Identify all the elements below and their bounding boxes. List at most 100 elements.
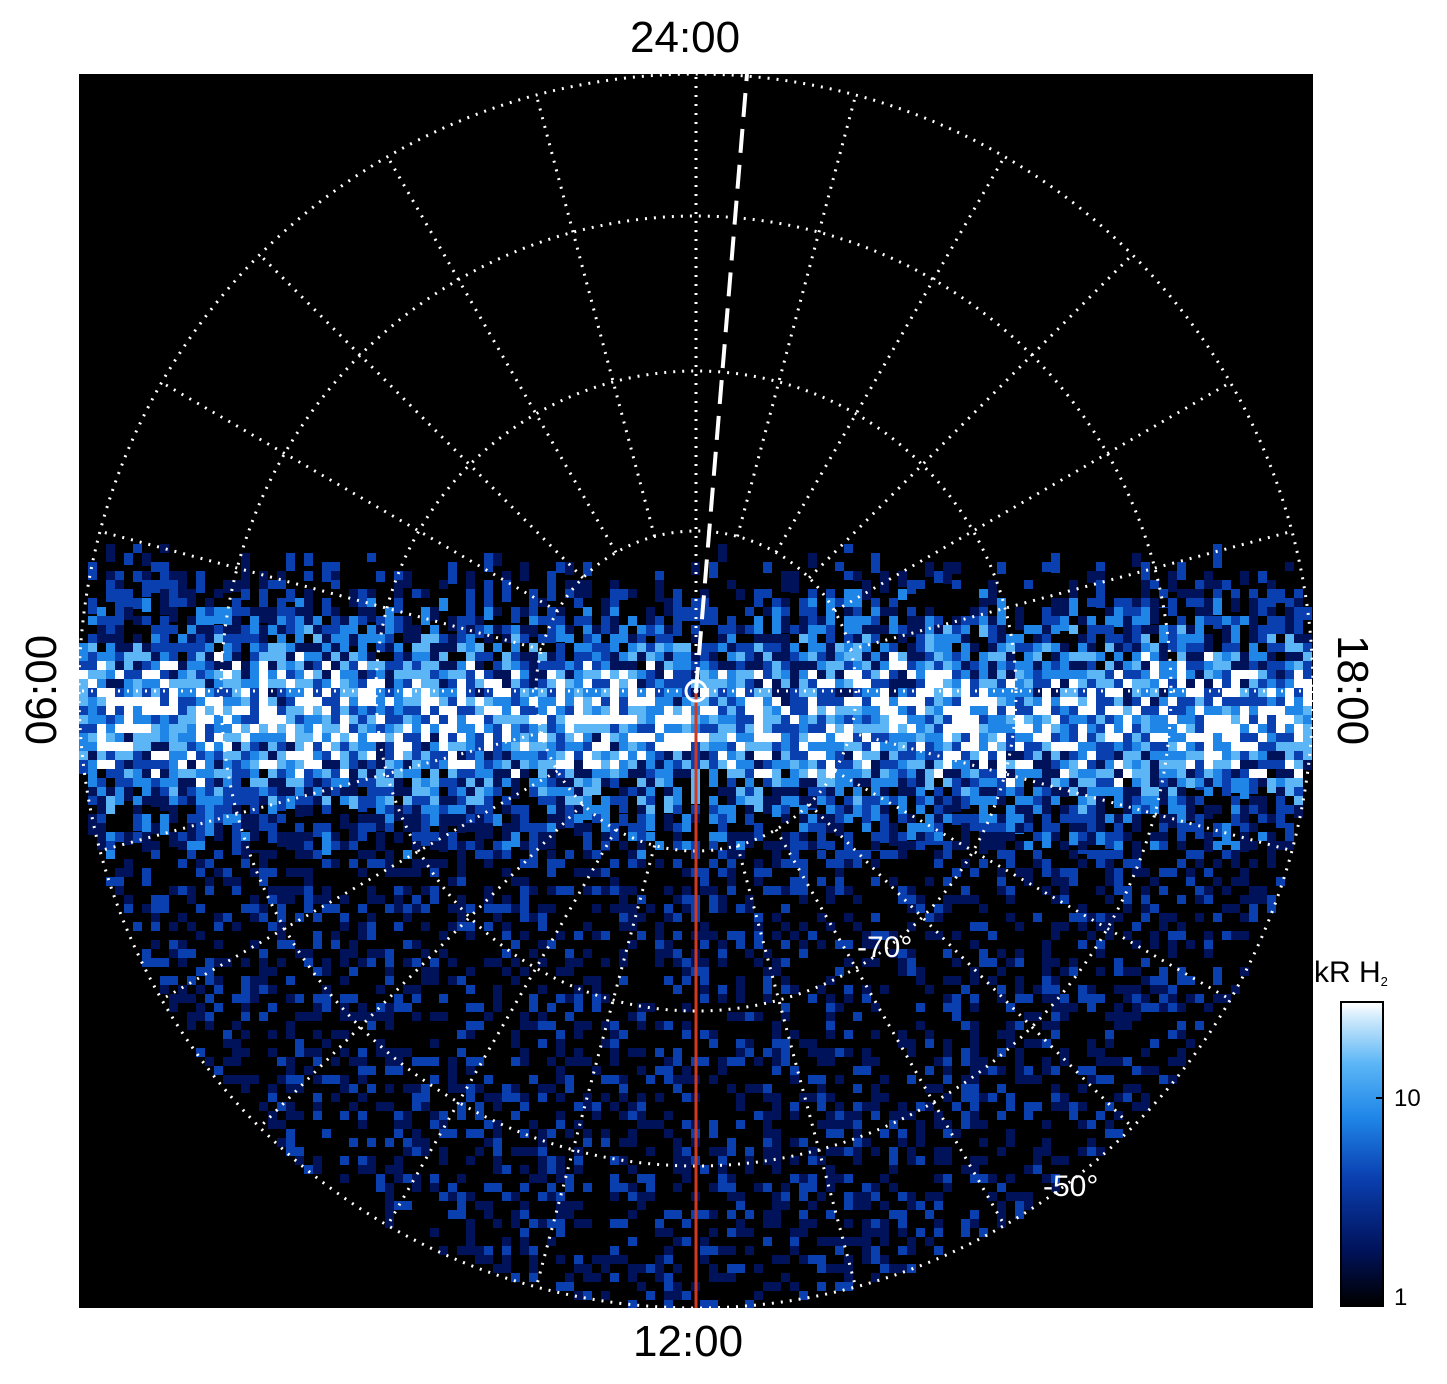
emission-cell (673, 724, 682, 736)
emission-cell (799, 949, 808, 958)
emission-cell (1150, 985, 1159, 994)
emission-cell (367, 562, 376, 580)
emission-cell (295, 1048, 304, 1057)
emission-cell (637, 643, 646, 659)
emission-cell (457, 760, 466, 772)
emission-cell (205, 814, 214, 836)
emission-cell (250, 958, 259, 967)
emission-cell (484, 859, 493, 868)
emission-cell (304, 1012, 313, 1021)
emission-cell (574, 778, 583, 793)
emission-cell (547, 769, 556, 780)
emission-cell (1204, 877, 1213, 886)
emission-cell (655, 688, 664, 699)
emission-cell (187, 742, 196, 759)
emission-cell (205, 976, 214, 985)
emission-cell (718, 985, 727, 994)
emission-cell (1240, 625, 1249, 640)
emission-cell (160, 643, 169, 658)
emission-cell (295, 661, 304, 670)
emission-cell (1177, 949, 1186, 958)
emission-cell (1150, 841, 1159, 850)
emission-cell (502, 922, 511, 931)
emission-cell (871, 688, 880, 698)
emission-cell (673, 859, 682, 868)
emission-cell (178, 1021, 187, 1030)
emission-cell (115, 652, 124, 667)
emission-cell (178, 733, 187, 749)
emission-cell (889, 940, 898, 949)
emission-cell (997, 805, 1006, 822)
emission-cell (1123, 895, 1132, 904)
emission-cell (610, 796, 619, 813)
emission-cell (718, 895, 727, 904)
emission-cell (385, 706, 394, 721)
emission-cell (385, 1003, 394, 1012)
emission-cell (331, 1030, 340, 1039)
emission-cell (1006, 922, 1015, 931)
emission-cell (1078, 904, 1087, 913)
emission-cell (889, 607, 898, 618)
emission-cell (268, 643, 277, 656)
emission-cell (997, 670, 1006, 684)
emission-cell (241, 706, 250, 719)
emission-cell (142, 697, 151, 713)
emission-cell (160, 958, 169, 967)
emission-cell (1204, 832, 1213, 852)
emission-cell (880, 994, 889, 1003)
emission-cell (799, 634, 808, 646)
emission-cell (871, 598, 880, 610)
emission-cell (691, 661, 700, 675)
emission-cell (1222, 598, 1231, 608)
emission-cell (1114, 949, 1123, 958)
emission-cell (898, 949, 907, 958)
emission-cell (502, 814, 511, 828)
emission-cell (88, 562, 97, 580)
emission-cell (655, 823, 664, 841)
emission-cell (673, 913, 682, 922)
emission-cell (826, 1021, 835, 1030)
emission-cell (169, 715, 178, 729)
emission-cell (1258, 742, 1267, 752)
emission-cell (313, 913, 322, 922)
emission-cell (763, 769, 772, 785)
emission-cell (1294, 706, 1303, 719)
emission-cell (259, 868, 268, 877)
emission-cell (709, 796, 718, 806)
emission-cell (853, 715, 862, 730)
emission-cell (439, 643, 448, 656)
emission-cell (1006, 796, 1015, 811)
emission-cell (1249, 886, 1258, 895)
emission-cell (304, 553, 313, 566)
emission-cell (808, 553, 817, 568)
emission-cell (214, 769, 223, 784)
emission-cell (313, 958, 322, 967)
emission-cell (214, 724, 223, 733)
emission-cell (115, 760, 124, 771)
emission-cell (142, 715, 151, 724)
emission-cell (1051, 832, 1060, 845)
emission-cell (1015, 868, 1024, 877)
emission-cell (1060, 1003, 1069, 1012)
emission-cell (952, 643, 961, 660)
emission-cell (916, 697, 925, 713)
emission-cell (655, 940, 664, 949)
emission-cell (376, 769, 385, 778)
emission-cell (322, 931, 331, 940)
emission-cell (574, 661, 583, 677)
emission-cell (349, 1012, 358, 1021)
emission-cell (925, 760, 934, 774)
emission-cell (475, 688, 484, 700)
emission-cell (628, 823, 637, 833)
emission-cell (1231, 670, 1240, 682)
emission-cell (745, 733, 754, 744)
emission-cell (529, 733, 538, 750)
emission-cell (277, 913, 286, 922)
emission-cell (1114, 913, 1123, 922)
emission-cell (304, 958, 313, 967)
emission-cell (1006, 670, 1015, 683)
emission-cell (889, 787, 898, 802)
emission-cell (1159, 877, 1168, 886)
emission-cell (187, 1039, 196, 1048)
emission-cell (1213, 598, 1222, 615)
